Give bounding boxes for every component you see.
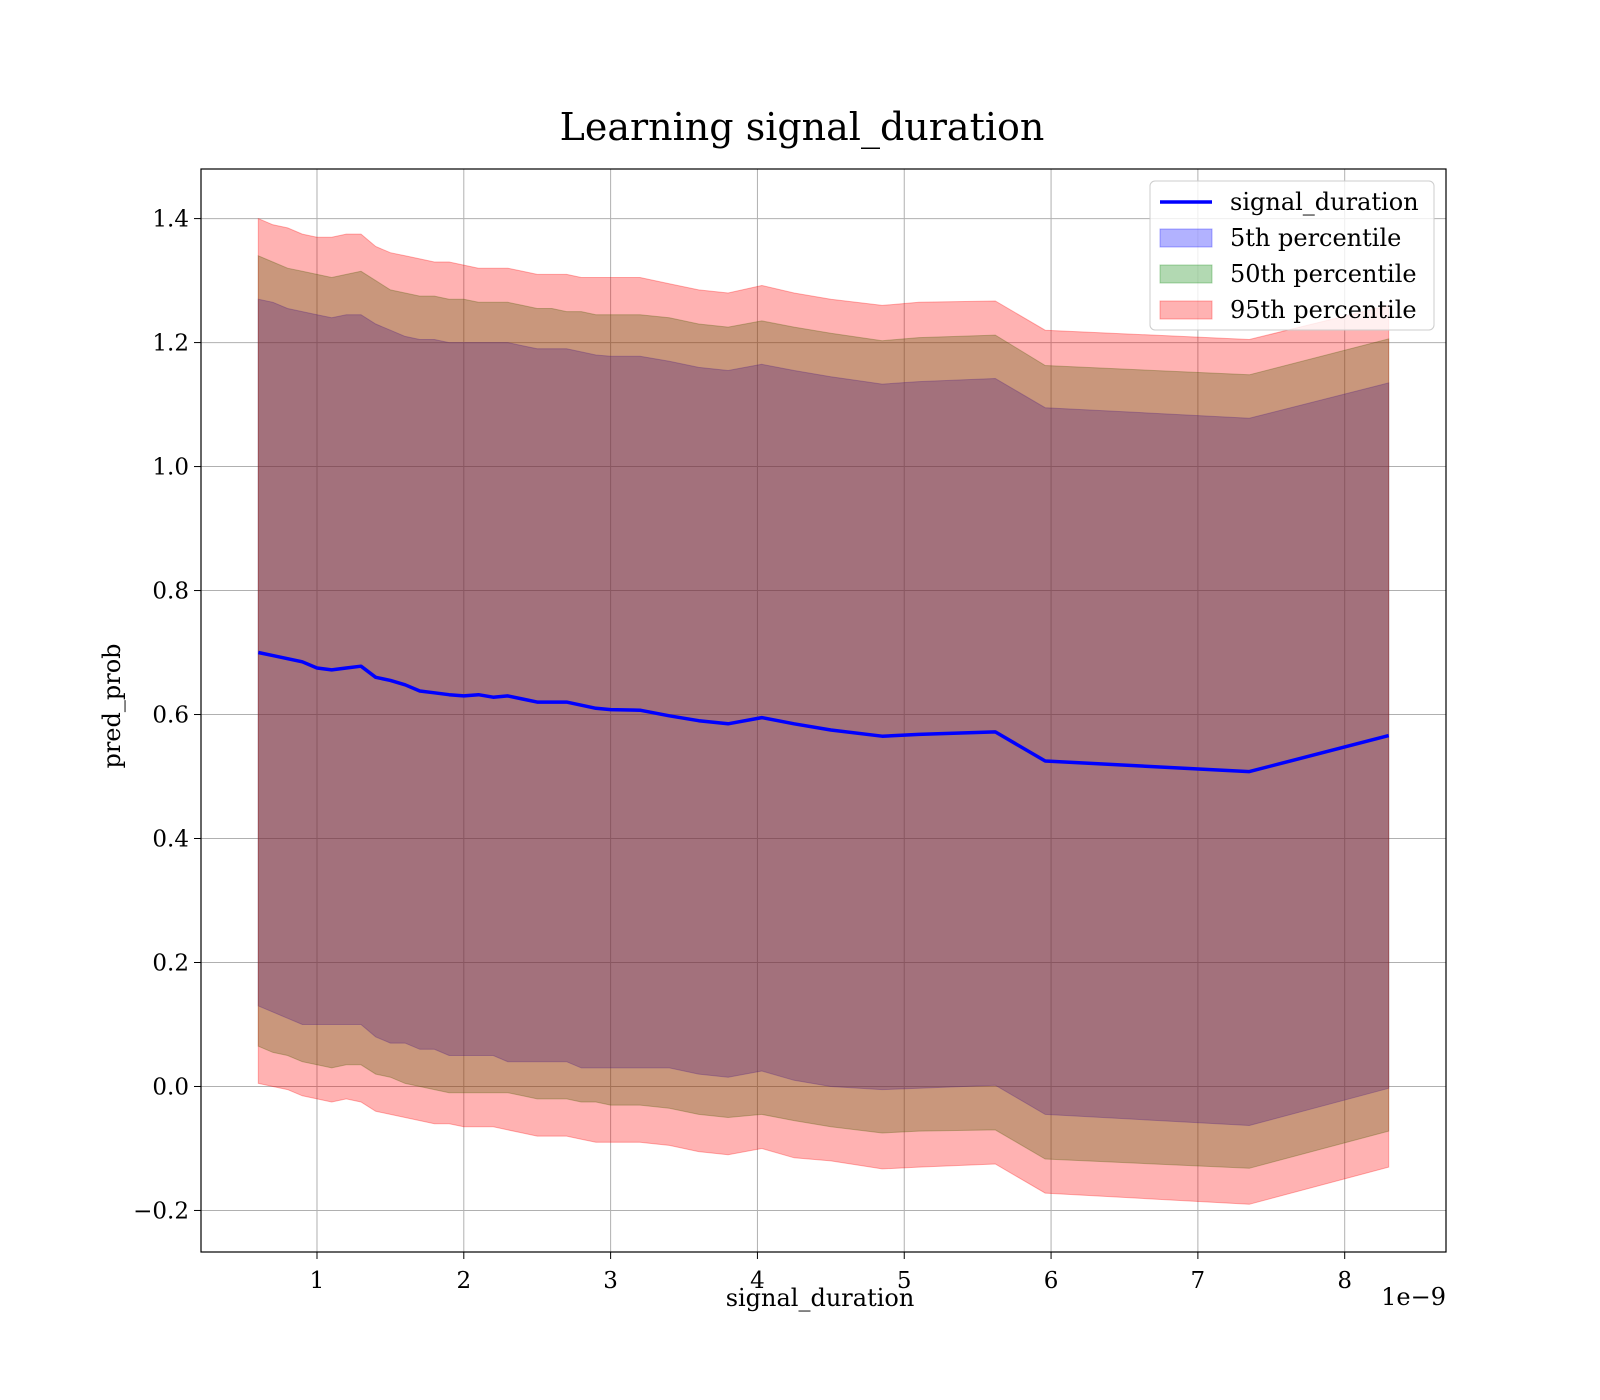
legend-swatch-50th [1159,264,1213,284]
y-tick-label: 1.2 [152,331,189,357]
legend-entry-label: 5th percentile [1230,224,1401,252]
x-tick-label: 5 [897,1268,912,1294]
x-axis-offset-label: 1e−9 [1381,1283,1446,1311]
band-95th [257,217,1390,1205]
legend-entry-label: signal_duration [1230,188,1419,216]
y-axis-label: pred_prob [98,643,126,768]
series-line-signal-duration [257,650,1390,774]
x-tick-label: 7 [1191,1268,1206,1294]
band-5th [257,298,1390,1127]
y-tick-label: 0.6 [152,703,189,729]
x-tick-label: 6 [1044,1268,1059,1294]
x-tick-label: 2 [456,1268,471,1294]
y-tick-label: 0.4 [152,827,189,853]
x-axis-label: signal_duration [726,1284,915,1312]
legend-swatch-95th [1159,300,1213,320]
chart-title: Learning signal_duration [560,105,1045,150]
series-lines [257,650,1390,774]
percentile-bands [257,217,1390,1205]
y-tick-label: 1.0 [152,455,189,481]
y-axis-ticks: −0.2 0.0 0.2 0.4 0.6 0.8 1.0 1.2 1.4 [133,207,201,1224]
x-tick-label: 8 [1337,1268,1352,1294]
x-axis-ticks: 1 2 3 4 5 6 7 8 [310,1252,1352,1294]
plot-frame [200,168,1447,1253]
x-tick-label: 1 [310,1268,325,1294]
band-50th [257,255,1390,1169]
x-tick-label: 4 [750,1268,765,1294]
y-tick-label: 1.4 [152,207,189,233]
y-tick-label: −0.2 [133,1198,189,1224]
legend-swatch-5th [1159,228,1213,248]
x-tick-label: 3 [603,1268,618,1294]
legend-entry-label: 95th percentile [1230,296,1417,324]
y-tick-label: 0.8 [152,579,189,605]
grid [201,169,1446,1252]
y-tick-label: 0.2 [152,950,189,976]
legend-entry-label: 50th percentile [1230,260,1417,288]
y-tick-label: 0.0 [152,1074,189,1100]
legend: signal_duration 5th percentile 50th percen… [1149,180,1435,331]
legend-box [1149,180,1435,331]
